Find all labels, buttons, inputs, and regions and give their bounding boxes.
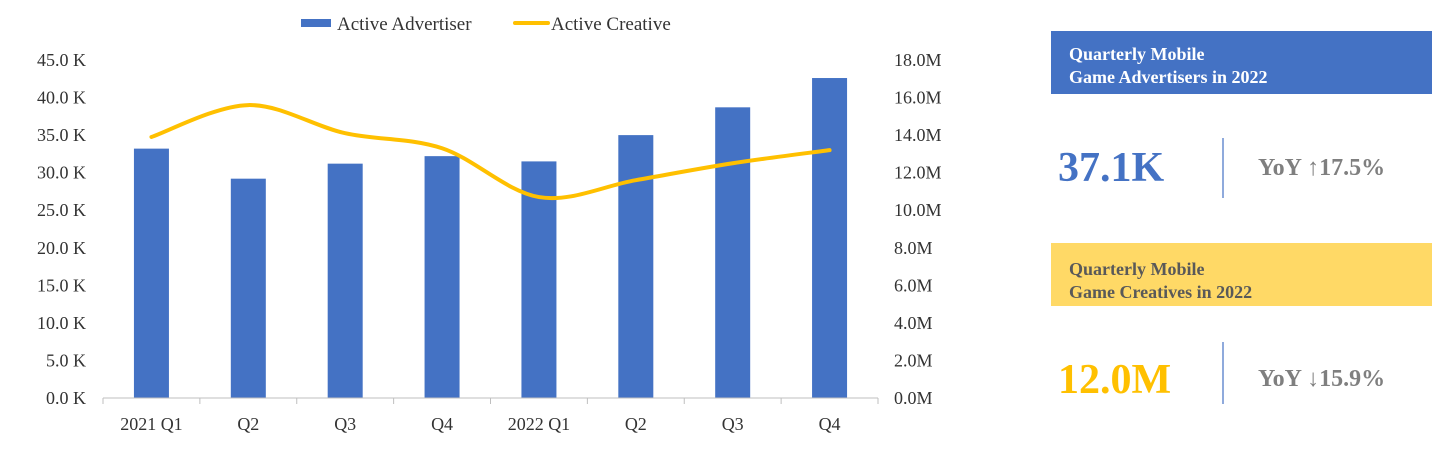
creative-yoy: YoY ↓15.9% xyxy=(1258,366,1386,392)
advertiser-yoy: YoY ↑17.5% xyxy=(1258,155,1386,181)
advertiser-bar xyxy=(521,161,557,398)
creative-divider xyxy=(1222,342,1224,404)
right-tick-label: 0.0M xyxy=(894,388,933,408)
x-tick-label: Q4 xyxy=(431,414,453,434)
right-tick-label: 8.0M xyxy=(894,238,933,258)
right-tick-label: 2.0M xyxy=(894,350,933,370)
right-tick-label: 14.0M xyxy=(894,125,942,145)
advertiser-bar xyxy=(812,78,848,398)
creative-card-title-line1: Quarterly Mobile xyxy=(1069,259,1205,279)
right-tick-label: 4.0M xyxy=(894,313,933,333)
advertiser-bar xyxy=(618,135,654,398)
legend-advertiser-swatch xyxy=(301,19,331,27)
advertiser-card-title-line1: Quarterly Mobile xyxy=(1069,44,1205,64)
x-tick-label: Q4 xyxy=(819,414,841,434)
advertiser-card-header: Quarterly Mobile Game Advertisers in 202… xyxy=(1051,31,1432,94)
left-tick-label: 40.0 K xyxy=(37,88,86,108)
x-axis: 2021 Q1 Q2 Q3 Q4 2022 Q1 Q2 Q3 Q4 xyxy=(102,397,879,434)
right-tick-label: 10.0M xyxy=(894,200,942,220)
x-tick-label: Q2 xyxy=(625,414,647,434)
left-tick-label: 10.0 K xyxy=(37,313,86,333)
creative-line xyxy=(149,103,832,201)
right-tick-label: 16.0M xyxy=(894,88,942,108)
left-axis-ticks: 0.0 K 5.0 K 10.0 K 15.0 K 20.0 K 25.0 K 30.0 K… xyxy=(37,50,86,408)
advertiser-bars xyxy=(133,78,848,398)
advertiser-bar xyxy=(424,156,460,398)
left-tick-label: 45.0 K xyxy=(37,50,86,70)
combo-chart: Active Advertiser Active Creative 0.0 K 5.… xyxy=(37,14,942,434)
left-tick-label: 25.0 K xyxy=(37,200,86,220)
legend-creative-label: Active Creative xyxy=(551,14,671,35)
left-tick-label: 15.0 K xyxy=(37,275,86,295)
creative-card-title-line2: Game Creatives in 2022 xyxy=(1069,282,1253,302)
left-tick-label: 20.0 K xyxy=(37,238,86,258)
x-tick-label: Q2 xyxy=(237,414,259,434)
advertiser-bar xyxy=(133,148,169,398)
advertiser-value: 37.1K xyxy=(1058,145,1165,191)
left-tick-label: 5.0 K xyxy=(46,350,86,370)
x-tick-label: 2021 Q1 xyxy=(120,414,183,434)
x-tick-label: 2022 Q1 xyxy=(508,414,571,434)
creative-value: 12.0M xyxy=(1058,357,1172,403)
legend-advertiser-label: Active Advertiser xyxy=(337,14,472,35)
right-tick-label: 18.0M xyxy=(894,50,942,70)
advertiser-bar xyxy=(230,178,266,398)
right-axis-ticks: 0.0M 2.0M 4.0M 6.0M 8.0M 10.0M 12.0M 14.0M 16.0M… xyxy=(894,50,942,408)
advertiser-divider xyxy=(1222,138,1224,198)
left-tick-label: 0.0 K xyxy=(46,388,86,408)
creative-card-header: Quarterly Mobile Game Creatives in 2022 xyxy=(1051,243,1432,306)
advertiser-bar xyxy=(327,163,363,398)
advertiser-card-title-line2: Game Advertisers in 2022 xyxy=(1069,67,1268,87)
chart-legend: Active Advertiser Active Creative xyxy=(301,14,671,35)
creative-line-path xyxy=(149,103,832,201)
left-tick-label: 35.0 K xyxy=(37,125,86,145)
x-tick-label: Q3 xyxy=(722,414,744,434)
right-tick-label: 6.0M xyxy=(894,275,933,295)
x-tick-label: Q3 xyxy=(334,414,356,434)
advertiser-bar xyxy=(715,107,751,398)
left-tick-label: 30.0 K xyxy=(37,163,86,183)
right-tick-label: 12.0M xyxy=(894,163,942,183)
